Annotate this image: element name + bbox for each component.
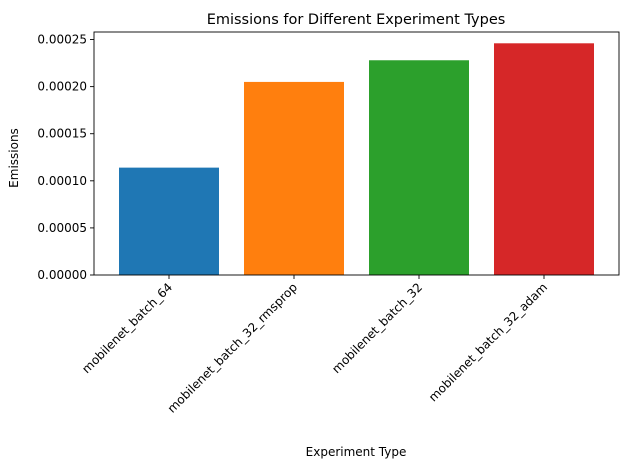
x-tick-label-1: mobilenet_batch_32_rmsprop xyxy=(165,280,300,415)
x-tick-label-2: mobilenet_batch_32 xyxy=(329,280,425,376)
y-tick-label-3: 0.00015 xyxy=(37,127,87,141)
y-ticks-group: 0.00000 0.00005 0.00010 0.00015 0.00020 0.000… xyxy=(37,33,94,282)
bars-group xyxy=(119,43,594,276)
axes-frame xyxy=(93,31,620,276)
x-ticks-group: mobilenet_batch_64mobilenet_batch_32_rms… xyxy=(79,275,550,416)
y-tick-label-1: 0.00005 xyxy=(37,221,87,235)
y-axis-label: Emissions xyxy=(7,128,21,188)
y-tick-label-5: 0.00025 xyxy=(37,33,87,47)
y-tick-label-0: 0.00000 xyxy=(37,268,87,282)
bar-2 xyxy=(369,60,469,275)
y-tick-label-4: 0.00020 xyxy=(37,80,87,94)
chart-title: Emissions for Different Experiment Types xyxy=(207,12,506,28)
x-tick-label-3: mobilenet_batch_32_adam xyxy=(426,280,550,404)
bar-0 xyxy=(119,167,219,275)
x-axis-label: Experiment Type xyxy=(306,445,407,459)
plot-frame xyxy=(93,31,620,276)
x-tick-label-0: mobilenet_batch_64 xyxy=(79,280,175,376)
y-tick-label-2: 0.00010 xyxy=(37,174,87,188)
bar-3 xyxy=(494,43,594,276)
bar-1 xyxy=(244,81,344,275)
